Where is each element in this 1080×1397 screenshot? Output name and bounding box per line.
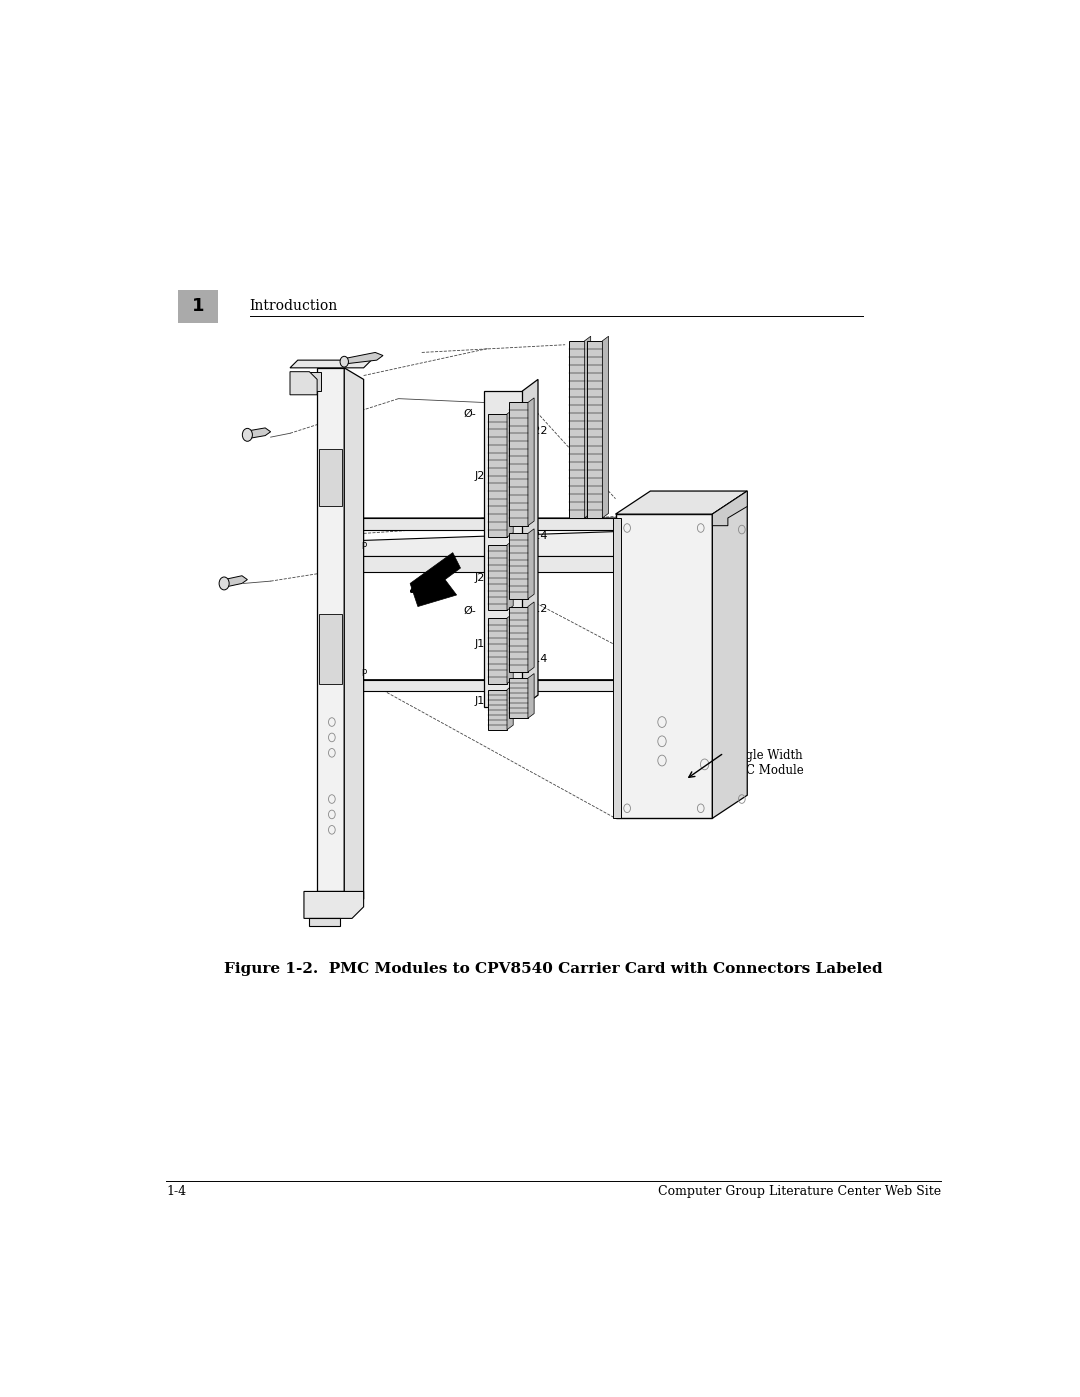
Polygon shape: [616, 490, 747, 514]
Polygon shape: [528, 673, 535, 718]
Circle shape: [242, 429, 253, 441]
Polygon shape: [484, 391, 523, 707]
Text: Figure 1-2.  PMC Modules to CPV8540 Carrier Card with Connectors Labeled: Figure 1-2. PMC Modules to CPV8540 Carri…: [225, 963, 882, 977]
Polygon shape: [603, 337, 608, 518]
Text: J21: J21: [474, 471, 491, 481]
Polygon shape: [303, 891, 364, 918]
Polygon shape: [528, 529, 535, 599]
Polygon shape: [528, 602, 535, 672]
Polygon shape: [713, 490, 747, 819]
Text: J24: J24: [530, 531, 548, 541]
Text: J11: J11: [474, 638, 491, 648]
Circle shape: [219, 577, 229, 590]
Polygon shape: [509, 606, 528, 672]
Polygon shape: [507, 409, 513, 538]
Circle shape: [340, 356, 349, 367]
Text: p: p: [361, 668, 366, 676]
Text: 1: 1: [191, 298, 204, 316]
Polygon shape: [345, 529, 713, 556]
Text: Computer Group Literature Center Web Site: Computer Group Literature Center Web Sit…: [658, 1185, 941, 1199]
Polygon shape: [569, 341, 584, 518]
Polygon shape: [713, 490, 747, 525]
Polygon shape: [345, 556, 704, 571]
Polygon shape: [320, 615, 342, 683]
Polygon shape: [488, 414, 507, 538]
FancyBboxPatch shape: [178, 291, 218, 323]
Polygon shape: [345, 507, 713, 529]
Polygon shape: [247, 427, 271, 439]
Text: Introduction: Introduction: [249, 299, 338, 313]
Polygon shape: [320, 448, 342, 507]
Polygon shape: [584, 337, 591, 518]
Polygon shape: [616, 514, 713, 819]
Polygon shape: [488, 690, 507, 729]
Polygon shape: [309, 918, 340, 926]
Text: J23: J23: [474, 573, 491, 583]
Polygon shape: [507, 541, 513, 610]
Text: p: p: [361, 541, 366, 549]
Text: J12: J12: [530, 604, 548, 613]
Polygon shape: [507, 613, 513, 683]
Text: J14: J14: [530, 654, 548, 664]
Polygon shape: [488, 617, 507, 683]
Polygon shape: [528, 398, 535, 525]
Polygon shape: [410, 553, 460, 606]
Text: Single Width
PMC Module: Single Width PMC Module: [726, 749, 804, 777]
Text: J22: J22: [530, 426, 548, 436]
Polygon shape: [586, 341, 603, 518]
Polygon shape: [291, 372, 318, 395]
Polygon shape: [488, 545, 507, 610]
Polygon shape: [318, 367, 345, 891]
Text: Ø-: Ø-: [463, 605, 476, 616]
Polygon shape: [509, 402, 528, 525]
Text: Ø-: Ø-: [463, 409, 476, 419]
Text: J13: J13: [474, 696, 491, 707]
Polygon shape: [345, 518, 674, 529]
Polygon shape: [345, 668, 713, 692]
Polygon shape: [613, 518, 621, 819]
Polygon shape: [345, 352, 383, 365]
Polygon shape: [291, 360, 372, 367]
Polygon shape: [507, 685, 513, 729]
Polygon shape: [291, 372, 321, 391]
Polygon shape: [509, 678, 528, 718]
Polygon shape: [225, 576, 247, 587]
Polygon shape: [345, 367, 364, 900]
Text: 1-4: 1-4: [166, 1185, 186, 1199]
Polygon shape: [345, 680, 674, 692]
Polygon shape: [523, 380, 538, 707]
Polygon shape: [509, 534, 528, 599]
